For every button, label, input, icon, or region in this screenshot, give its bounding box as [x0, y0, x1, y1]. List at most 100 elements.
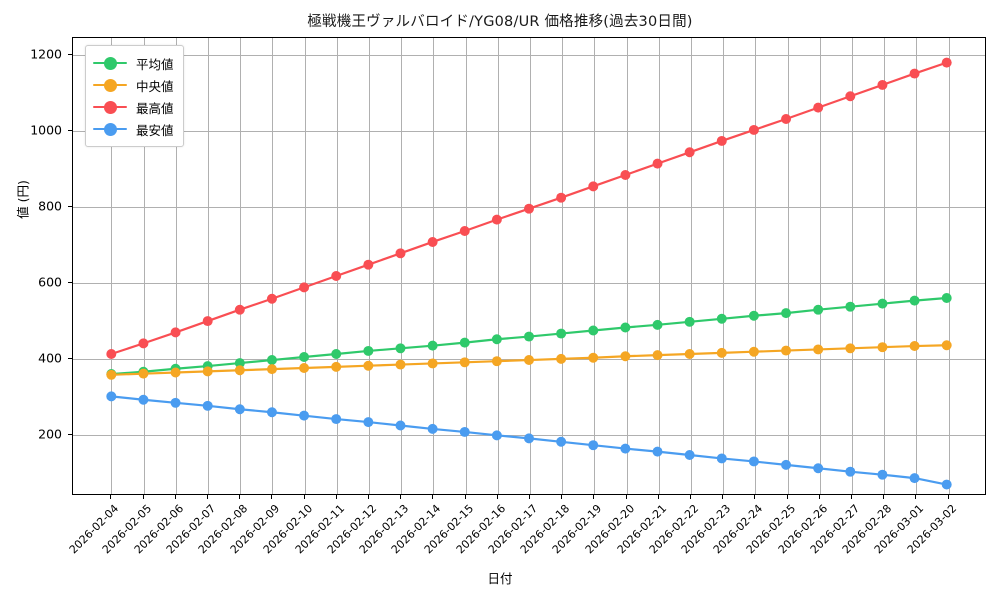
data-point — [395, 359, 406, 370]
gridline-horizontal — [73, 283, 985, 285]
legend-item-2[interactable]: 中央値 — [93, 74, 174, 96]
gridline-vertical — [530, 38, 531, 494]
data-point — [684, 349, 695, 359]
data-point — [331, 271, 342, 282]
gridline-vertical — [594, 38, 596, 494]
data-point — [524, 203, 534, 214]
data-point — [234, 404, 245, 415]
data-point — [845, 301, 856, 312]
data-point — [106, 391, 117, 402]
data-point — [652, 158, 663, 169]
chart-title: 極戦機王ヴァルバロイド/YG08/UR 価格推移(過去30日間) — [307, 14, 693, 30]
data-point — [266, 293, 277, 304]
x-axis-tick-mark — [303, 495, 305, 499]
data-point — [748, 346, 759, 357]
data-series-layer — [106, 57, 952, 490]
data-point — [459, 357, 470, 368]
data-point — [556, 328, 567, 339]
data-point — [331, 349, 342, 359]
data-point — [524, 355, 534, 366]
data-point — [620, 351, 631, 362]
legend-item-1[interactable]: 平均値 — [93, 52, 174, 74]
data-point — [877, 79, 888, 90]
series-2 — [106, 340, 952, 380]
legend-marker-icon — [93, 56, 127, 70]
data-point — [138, 394, 149, 405]
data-point — [395, 343, 406, 354]
y-axis-tick-mark — [68, 358, 72, 360]
gridline-vertical — [884, 38, 886, 494]
data-point — [234, 304, 245, 315]
data-point — [845, 343, 856, 354]
data-point — [491, 356, 502, 367]
legend-item-4[interactable]: 最安値 — [93, 118, 174, 140]
y-axis-tick-label: 200 — [38, 426, 62, 442]
gridline-vertical — [336, 38, 338, 494]
y-axis-tick-mark — [68, 130, 72, 132]
gridline-vertical — [143, 38, 145, 494]
gridline-vertical — [819, 38, 821, 494]
gridline-vertical — [691, 38, 692, 494]
x-axis-tick-mark — [690, 495, 691, 499]
gridline-vertical — [916, 38, 918, 494]
x-axis-tick-mark — [593, 495, 595, 499]
data-point — [941, 293, 952, 303]
x-axis-tick-mark — [851, 495, 852, 499]
x-axis-tick-mark — [754, 495, 756, 499]
data-point — [813, 463, 824, 474]
x-axis-tick-mark — [657, 495, 659, 499]
gridline-vertical — [433, 38, 435, 494]
data-point — [652, 350, 663, 361]
gridline-vertical — [111, 38, 113, 494]
data-point — [491, 334, 502, 345]
data-point — [459, 426, 470, 437]
gridline-vertical — [852, 38, 853, 494]
data-point — [170, 397, 181, 408]
data-point — [716, 453, 727, 464]
data-point — [106, 369, 117, 380]
data-point — [170, 367, 181, 378]
data-point — [266, 407, 277, 418]
data-point — [877, 298, 888, 309]
data-point — [941, 57, 952, 68]
x-axis-tick-mark — [239, 495, 241, 499]
data-point — [427, 340, 438, 351]
data-point — [363, 360, 374, 371]
legend-item-3[interactable]: 最高値 — [93, 96, 174, 118]
data-point — [331, 361, 342, 372]
x-axis-tick-mark — [947, 495, 949, 499]
gridline-vertical — [401, 38, 403, 494]
data-point — [941, 340, 952, 351]
data-point — [781, 114, 792, 124]
gridline-vertical — [755, 38, 757, 494]
x-axis-tick-mark — [625, 495, 627, 499]
data-point — [138, 368, 149, 379]
data-point — [813, 102, 824, 113]
data-point — [748, 124, 759, 135]
y-axis-tick-mark — [68, 434, 72, 436]
gridline-vertical — [304, 38, 306, 494]
series-4 — [106, 391, 952, 490]
y-axis-tick-mark — [68, 54, 72, 56]
data-point — [781, 308, 792, 319]
data-point — [299, 352, 310, 362]
data-point — [266, 355, 277, 366]
x-axis-tick-mark — [110, 495, 112, 499]
legend-marker-icon — [93, 122, 127, 136]
data-point — [202, 400, 213, 411]
data-point — [427, 423, 438, 434]
x-axis-tick-mark — [367, 495, 369, 499]
x-axis-tick-mark — [142, 495, 144, 499]
data-point — [202, 316, 213, 327]
x-axis-tick-mark — [561, 495, 563, 499]
data-point — [877, 469, 888, 480]
data-point — [395, 248, 406, 259]
x-axis-tick-mark — [432, 495, 434, 499]
data-point — [588, 181, 599, 192]
series-1 — [106, 293, 952, 380]
data-point — [716, 135, 727, 146]
x-axis-tick-mark — [400, 495, 402, 499]
data-point — [716, 313, 727, 324]
gridline-vertical — [175, 38, 177, 494]
data-point — [684, 316, 695, 327]
